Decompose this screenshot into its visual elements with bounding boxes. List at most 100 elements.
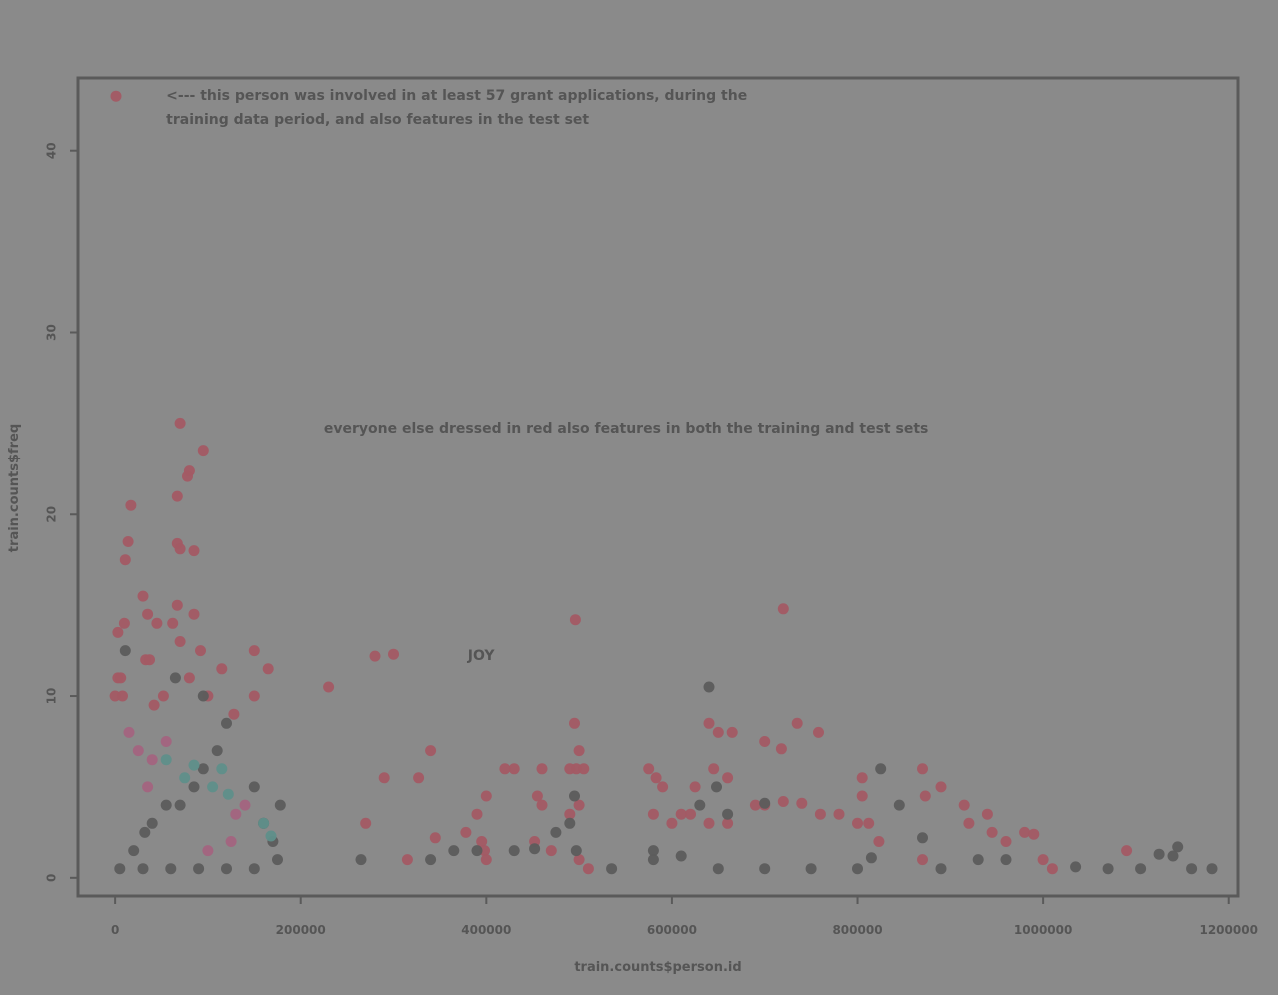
- data-point-dark: [471, 845, 483, 857]
- data-point-red: [1037, 854, 1049, 866]
- data-point-red: [685, 808, 696, 820]
- data-point-red: [144, 654, 155, 666]
- annotation-text: everyone else dressed in red also featur…: [324, 421, 928, 437]
- data-point-dark: [529, 843, 541, 855]
- data-point-dark: [165, 863, 177, 875]
- data-point-red: [564, 763, 576, 775]
- data-point-teal: [188, 759, 200, 771]
- x-tick-label: 400000: [461, 923, 511, 937]
- data-point-red: [1046, 863, 1058, 875]
- x-tick-label: 1000000: [1014, 923, 1072, 937]
- y-axis-title: train.counts$freq: [7, 424, 22, 552]
- data-point-dark: [675, 850, 687, 862]
- annotation-text: training data period, and also features …: [166, 112, 589, 128]
- data-point-red: [657, 781, 669, 793]
- data-point-red: [216, 663, 228, 675]
- y-tick-label: 40: [45, 142, 59, 159]
- x-tick-label: 800000: [832, 923, 882, 937]
- data-point-red: [183, 672, 195, 684]
- data-point-red: [573, 745, 585, 757]
- data-point-pink: [160, 736, 172, 747]
- data-point-red: [323, 681, 335, 693]
- data-point-red: [564, 808, 576, 820]
- data-point-red: [167, 617, 179, 629]
- data-point-dark: [1186, 863, 1198, 875]
- data-point-red: [722, 772, 734, 784]
- data-point-dark: [197, 690, 209, 702]
- data-point-red: [471, 808, 483, 820]
- data-point-red: [833, 808, 845, 820]
- data-point-teal: [258, 817, 270, 829]
- data-point-dark: [169, 672, 181, 684]
- data-point-red: [142, 608, 154, 620]
- data-point-red: [703, 717, 715, 729]
- data-point-dark: [647, 854, 659, 866]
- data-point-red: [650, 772, 662, 784]
- y-tick-label: 20: [45, 506, 59, 523]
- x-tick-label: 1200000: [1199, 923, 1257, 937]
- data-point-red: [248, 645, 260, 657]
- data-point-red: [1019, 826, 1031, 838]
- data-point-red: [151, 617, 163, 629]
- data-point-dark: [865, 852, 877, 864]
- annotation-text: <--- this person was involved in at leas…: [166, 88, 747, 104]
- data-point-dark: [248, 863, 260, 875]
- data-point-dark: [893, 799, 905, 811]
- data-point-dark: [805, 863, 817, 875]
- data-point-dark: [146, 817, 158, 829]
- data-point-red: [171, 599, 183, 611]
- data-point-red: [796, 797, 808, 809]
- data-point-red: [814, 808, 826, 820]
- data-point-red: [480, 790, 492, 802]
- data-point-dark: [160, 799, 172, 811]
- data-point-dark: [1167, 850, 1179, 862]
- data-point-red: [981, 808, 993, 820]
- data-point-red: [856, 790, 868, 802]
- data-point-red: [675, 808, 687, 820]
- data-point-red: [118, 617, 130, 629]
- data-point-red: [117, 690, 128, 702]
- data-point-dark: [355, 854, 367, 866]
- data-point-red: [536, 763, 548, 775]
- data-point-dark: [508, 845, 520, 857]
- data-point-red: [137, 590, 149, 602]
- data-point-red: [262, 663, 274, 675]
- data-point-dark: [564, 817, 576, 829]
- data-point-red: [157, 690, 169, 702]
- data-point-dark: [759, 863, 771, 875]
- data-point-red: [917, 763, 928, 775]
- data-point-red: [119, 554, 131, 566]
- data-point-dark: [272, 854, 283, 866]
- data-point-red: [174, 636, 186, 647]
- data-point-red: [182, 470, 193, 482]
- data-point-dark: [759, 797, 771, 809]
- data-point-red: [666, 817, 678, 829]
- data-point-red: [759, 736, 771, 747]
- data-point-red: [115, 672, 127, 684]
- data-point-red: [919, 790, 931, 802]
- data-point-red: [863, 817, 875, 829]
- data-point-teal: [207, 781, 219, 793]
- data-point-dark: [712, 863, 724, 875]
- data-point-red: [195, 645, 206, 657]
- data-point-red: [171, 490, 183, 502]
- data-point-dark: [570, 845, 582, 857]
- data-point-red: [425, 745, 437, 757]
- data-point-pink: [142, 781, 154, 793]
- data-point-dark: [972, 854, 984, 866]
- data-point-red: [569, 717, 580, 729]
- data-point-dark: [425, 854, 437, 866]
- data-point-red: [531, 790, 543, 802]
- data-point-dark: [1135, 863, 1147, 875]
- data-point-pink: [239, 799, 251, 811]
- data-point-dark: [197, 763, 209, 775]
- data-point-red: [174, 543, 186, 555]
- data-point-dark: [569, 790, 580, 802]
- data-point-red: [708, 763, 720, 775]
- x-tick-label: 200000: [276, 923, 326, 937]
- data-point-red: [401, 854, 413, 866]
- data-point-dark: [711, 781, 722, 793]
- data-point-dark: [550, 826, 562, 838]
- y-tick-label: 0: [45, 874, 59, 882]
